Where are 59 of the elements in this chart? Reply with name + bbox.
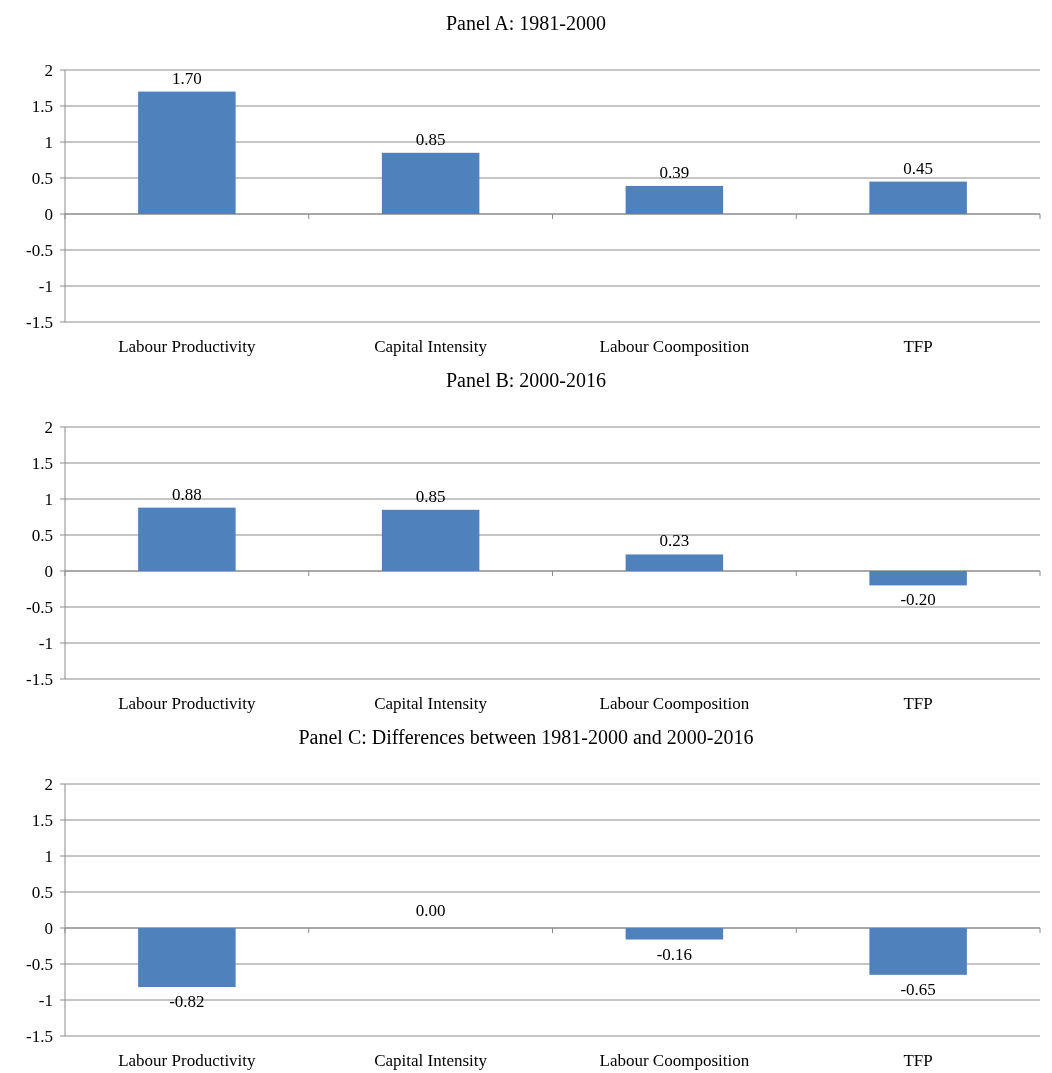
data-label: 0.00 xyxy=(415,901,446,920)
y-tick-label: 1 xyxy=(44,490,53,509)
chart-title: Panel C: Differences between 1981-2000 and 2000-2016 xyxy=(298,726,754,748)
y-tick-label: 1 xyxy=(44,133,53,152)
y-tick-label: -1 xyxy=(38,277,53,296)
y-tick-label: -1.5 xyxy=(26,670,53,689)
x-tick-label: Capital Intensity xyxy=(374,337,488,356)
y-tick-label: 0.5 xyxy=(31,883,53,902)
x-tick-label: TFP xyxy=(903,337,933,356)
x-tick-label: Labour Coomposition xyxy=(599,337,750,356)
x-tick-label: Labour Productivity xyxy=(118,337,257,356)
data-label: 0.23 xyxy=(659,531,690,551)
x-tick-label: TFP xyxy=(903,694,933,713)
bar xyxy=(381,152,480,214)
bar xyxy=(625,554,724,571)
y-tick-label: 2 xyxy=(44,61,53,80)
y-tick-label: -0.5 xyxy=(26,241,53,260)
y-tick-label: 0 xyxy=(44,562,53,581)
x-tick-label: Labour Coomposition xyxy=(599,694,750,713)
data-label: 0.85 xyxy=(415,486,446,506)
data-label: 1.70 xyxy=(172,68,202,88)
bar xyxy=(381,509,480,571)
data-label: -0.82 xyxy=(169,992,205,1012)
bar xyxy=(625,185,724,214)
data-label: 0.85 xyxy=(415,129,446,149)
y-tick-label: -1 xyxy=(38,634,53,653)
x-tick-label: Capital Intensity xyxy=(374,694,488,713)
y-tick-label: 1.5 xyxy=(31,454,53,473)
x-tick-label: Capital Intensity xyxy=(374,1051,488,1070)
y-tick-label: -0.5 xyxy=(26,955,53,974)
data-label: 0.45 xyxy=(903,158,933,178)
bar xyxy=(869,571,967,586)
y-tick-label: -1 xyxy=(38,991,53,1010)
y-tick-label: 1.5 xyxy=(31,97,53,116)
y-tick-label: -1.5 xyxy=(26,313,53,332)
x-tick-label: Labour Productivity xyxy=(118,1051,257,1070)
data-label: 0.39 xyxy=(659,162,690,182)
y-tick-label: 2 xyxy=(44,418,53,437)
chart-title: Panel A: 1981-2000 xyxy=(446,12,606,34)
y-tick-label: 2 xyxy=(44,775,53,794)
x-tick-label: TFP xyxy=(903,1051,933,1070)
y-tick-label: -1.5 xyxy=(26,1027,53,1046)
bar xyxy=(138,507,236,571)
data-label: -0.20 xyxy=(900,590,936,610)
y-tick-label: 0 xyxy=(44,205,53,224)
y-tick-label: -0.5 xyxy=(26,598,53,617)
data-label: 0.88 xyxy=(172,484,202,504)
x-tick-label: Labour Coomposition xyxy=(599,1051,750,1070)
data-label: -0.16 xyxy=(656,944,693,964)
bar xyxy=(138,91,236,214)
bar xyxy=(869,181,967,214)
data-label: -0.65 xyxy=(900,979,936,999)
y-tick-label: 1.5 xyxy=(31,811,53,830)
chart-title: Panel B: 2000-2016 xyxy=(446,369,606,391)
x-tick-label: Labour Productivity xyxy=(118,694,257,713)
y-tick-label: 1 xyxy=(44,847,53,866)
y-tick-label: 0 xyxy=(44,919,53,938)
y-tick-label: 0.5 xyxy=(31,526,53,545)
y-tick-label: 0.5 xyxy=(31,169,53,188)
